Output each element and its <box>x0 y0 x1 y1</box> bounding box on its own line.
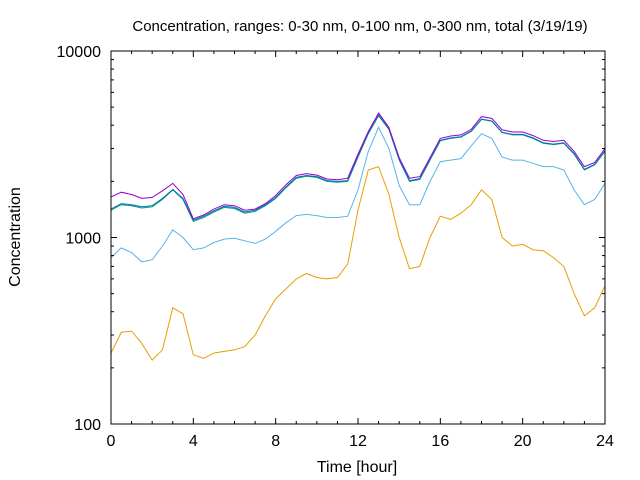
series-line-4 <box>110 113 606 221</box>
x-tick-label: 16 <box>431 433 449 450</box>
x-tick-label: 0 <box>107 433 116 450</box>
y-axis-label: Concentration <box>7 187 24 287</box>
y-tick-label: 1000 <box>65 231 101 248</box>
series-layer <box>110 112 606 361</box>
x-tick-label: 8 <box>271 433 280 450</box>
chart-title: Concentration, ranges: 0-30 nm, 0-100 nm… <box>132 18 587 35</box>
series-line-5 <box>110 112 606 220</box>
series-line-2 <box>110 126 606 263</box>
x-tick-label: 20 <box>514 433 532 450</box>
x-axis-label: Time [hour] <box>317 459 397 476</box>
plot-frame <box>110 50 606 425</box>
series-line-1 <box>110 165 606 361</box>
ticks-layer: 0 4 8 12 16 20 24 100 1000 10000 <box>57 44 615 450</box>
series-line-3 <box>110 114 606 223</box>
y-tick-label: 100 <box>74 417 101 434</box>
x-tick-label: 24 <box>596 433 614 450</box>
y-tick-label: 10000 <box>57 44 102 61</box>
x-tick-label: 4 <box>189 433 198 450</box>
x-tick-label: 12 <box>349 433 367 450</box>
